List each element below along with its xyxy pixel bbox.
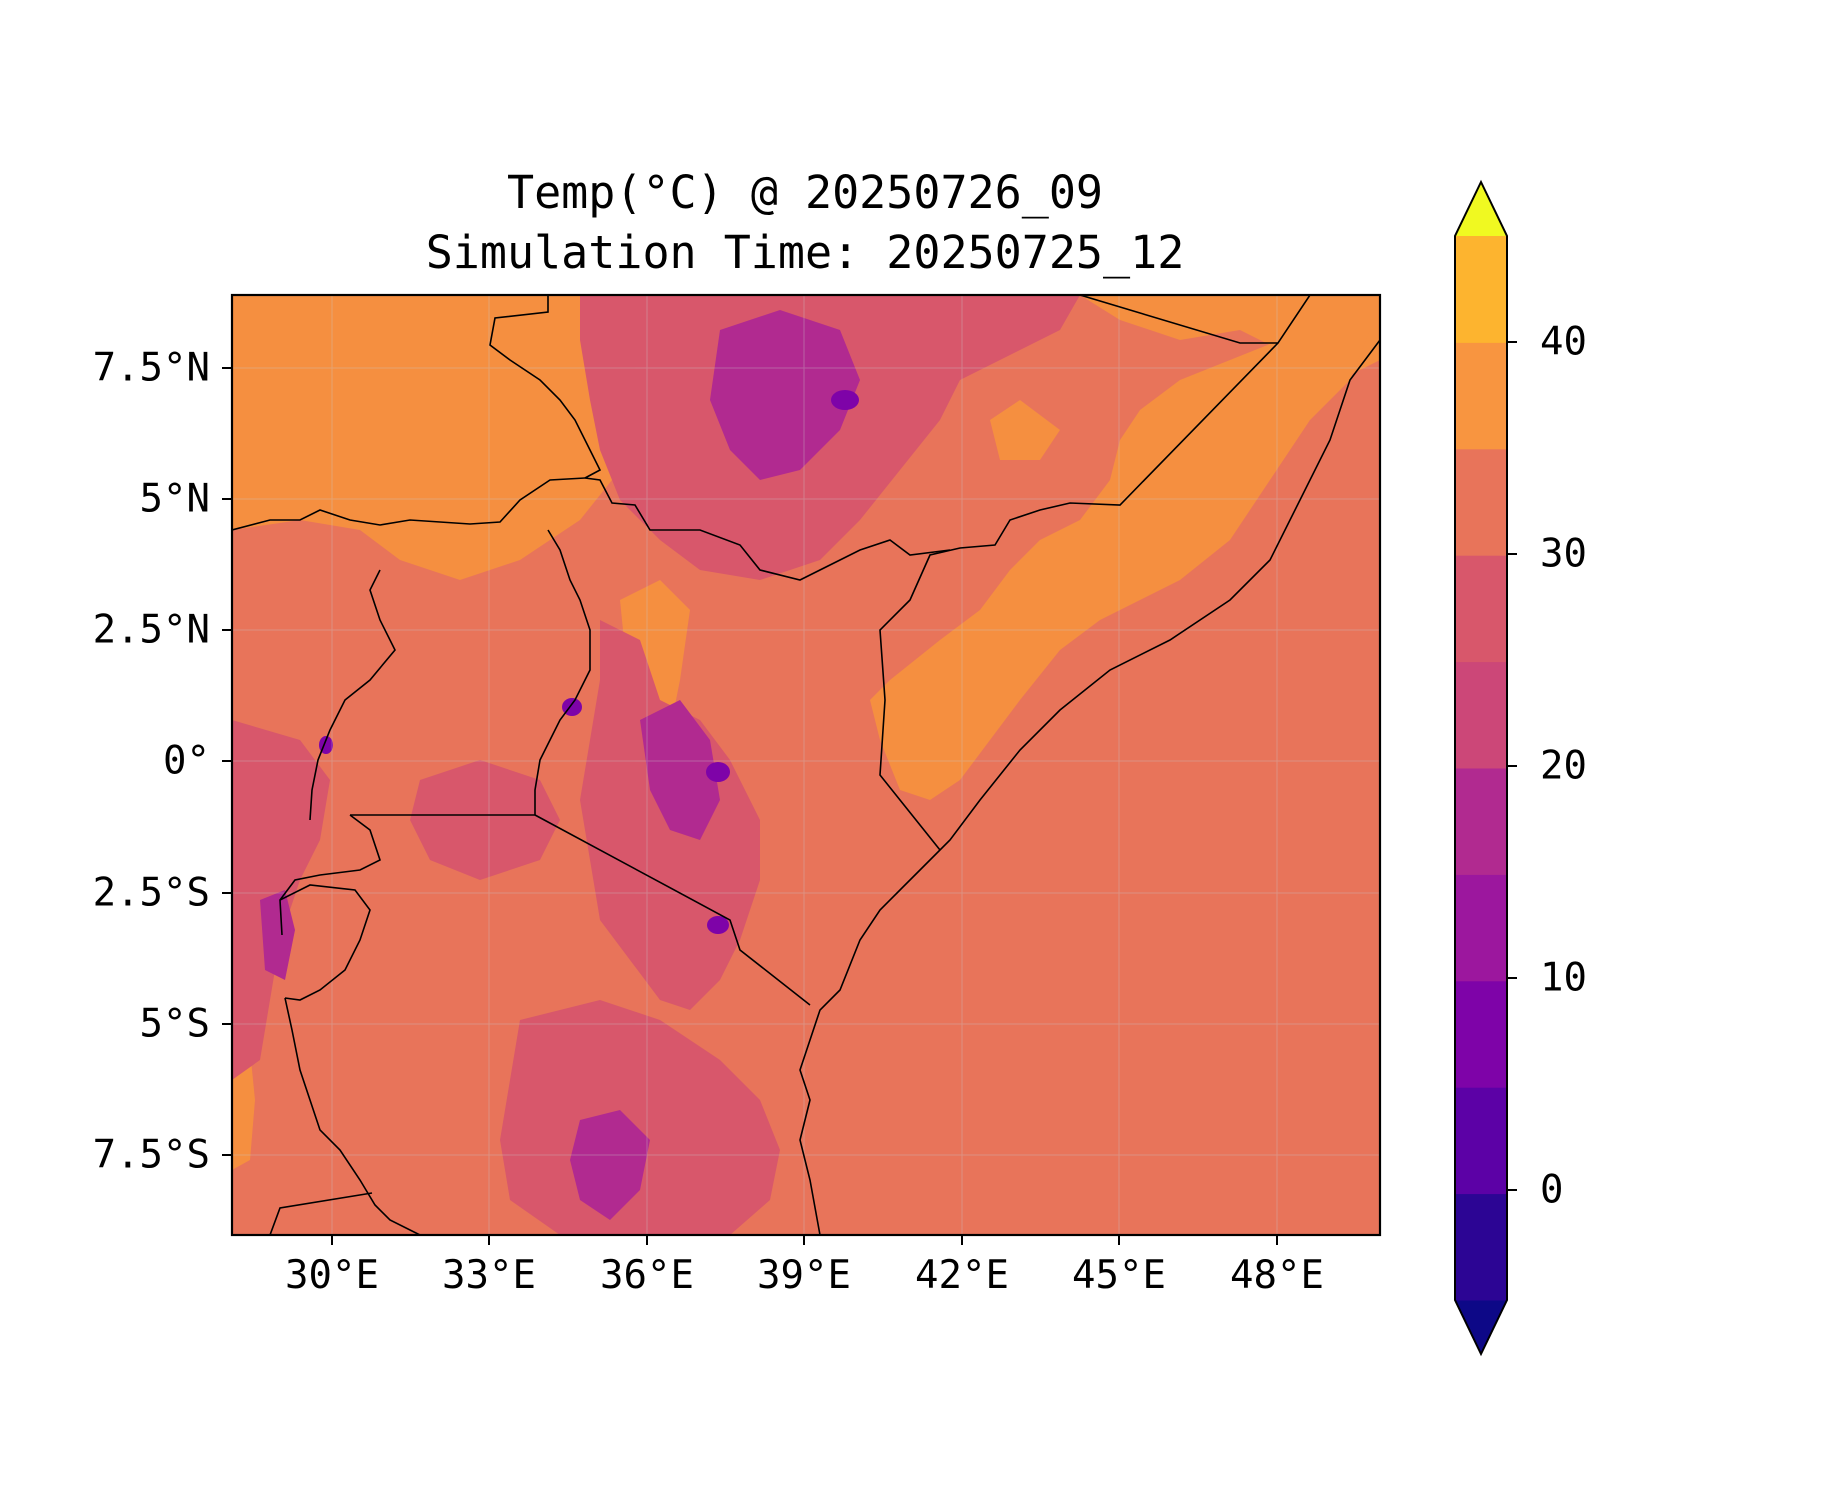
hot-zone-somalia [870, 330, 1370, 800]
border-uganda-kenya [534, 529, 591, 815]
border-kenya-ethiopia [584, 477, 951, 581]
colorbar-band [1455, 768, 1507, 875]
colorbar-outline [1454, 179, 1508, 1357]
colorbar-band [1455, 1087, 1507, 1195]
colorbar-band [1455, 980, 1507, 1088]
temperature-field [232, 295, 1380, 1235]
cold-zone-kenya [640, 700, 720, 840]
x-tick-label: 45°E [1072, 1253, 1166, 1298]
hot-zone-east-coast [990, 400, 1060, 460]
cool-zone-tanzania [500, 1000, 780, 1235]
y-tick-label: 0° [163, 738, 210, 784]
peak-kilimanjaro [707, 916, 729, 934]
cold-zone-rwanda [260, 890, 295, 980]
x-tick-label: 48°E [1230, 1253, 1324, 1298]
axis-ticks [222, 367, 1278, 1245]
y-tick-label: 7.5°N [92, 345, 210, 391]
y-tick-label: 2.5°N [92, 607, 210, 653]
colorbar-band [1455, 1193, 1507, 1301]
gridlines [232, 295, 1380, 1235]
border-somalia-ethiopia-ogaden [879, 342, 1279, 851]
colorbar-band [1455, 448, 1507, 556]
y-tick-label: 5°N [139, 476, 210, 522]
colorbar [1454, 179, 1508, 1357]
x-tick-label: 33°E [442, 1253, 536, 1298]
colorbar-tick-label: 20 [1540, 743, 1587, 789]
colorbar-tick-label: 30 [1540, 531, 1587, 577]
border-ethiopia-somalia [1079, 295, 1311, 344]
colorbar-band [1455, 661, 1507, 769]
colorbar-under-extension [1455, 1300, 1507, 1354]
border-kenya-tanzania [534, 814, 811, 1006]
border-rwanda-burundi [279, 814, 381, 936]
colorbar-band [1455, 342, 1507, 450]
x-tick-label: 42°E [915, 1253, 1009, 1298]
x-tick-label: 39°E [757, 1253, 851, 1298]
border-uganda-drc [309, 569, 396, 821]
y-tick-label: 5°S [139, 1001, 210, 1047]
hot-zone-southwest [232, 1050, 255, 1170]
peak-mt-kenya [706, 762, 730, 782]
peak-ethiopia [831, 390, 859, 410]
cool-zone-uganda [410, 760, 560, 880]
border-sudan-ethiopia [489, 295, 602, 479]
colorbar-over-extension [1455, 182, 1507, 236]
border-tanzania-west [284, 997, 421, 1235]
plot-title-line1: Temp(°C) @ 20250726_09 [506, 166, 1104, 219]
colorbar-tick-label: 10 [1540, 955, 1587, 1001]
colorbar-band [1455, 236, 1507, 343]
map-frame [230, 293, 1382, 1237]
cold-zone-tanzania [570, 1110, 650, 1220]
colorbar-ticks [1507, 341, 1517, 1191]
x-tick-label: 30°E [285, 1253, 379, 1298]
y-tick-label: 7.5°S [92, 1132, 210, 1178]
border-burundi [279, 884, 371, 1001]
cold-zone-ethiopia [710, 310, 860, 480]
colorbar-tick-label: 0 [1540, 1167, 1564, 1213]
colorbar-tick-label: 40 [1540, 319, 1587, 365]
coastline [799, 339, 1380, 1235]
x-tick-label: 36°E [600, 1253, 694, 1298]
y-tick-label: 2.5°S [92, 870, 210, 916]
country-borders [232, 295, 1380, 1235]
plot-title-line2: Simulation Time: 20250725_12 [425, 226, 1185, 279]
border-zambia [269, 1192, 373, 1235]
border-south-sudan [232, 477, 586, 531]
hot-zone-north [232, 295, 640, 580]
colorbar-band [1455, 874, 1507, 982]
colorbar-band [1455, 555, 1507, 663]
